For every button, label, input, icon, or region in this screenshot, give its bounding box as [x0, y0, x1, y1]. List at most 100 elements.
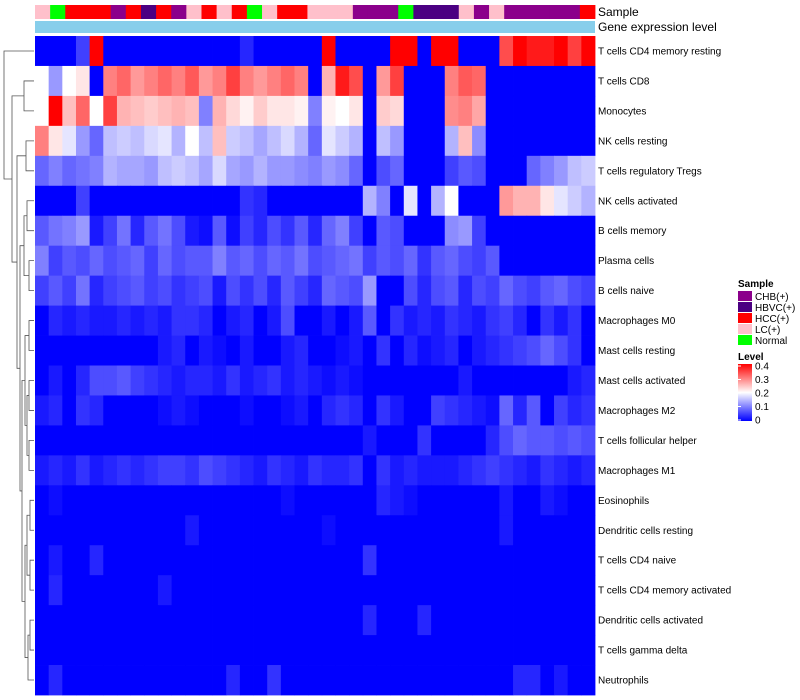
heatmap-cell [157, 635, 172, 666]
heatmap-cell [376, 545, 391, 576]
heatmap-cell [567, 275, 582, 306]
heatmap-cell [212, 545, 227, 576]
heatmap-cell [62, 36, 77, 67]
heatmap-cell [144, 65, 159, 97]
heatmap-cell [444, 395, 459, 426]
heatmap-cell [62, 425, 77, 456]
heatmap-cell [308, 545, 323, 576]
heatmap-cell [335, 245, 350, 277]
heatmap-cell [335, 305, 350, 336]
heatmap-cell [321, 155, 336, 187]
sample-annotation-cell [473, 5, 490, 19]
heatmap-cell [349, 575, 364, 606]
heatmap-cell [103, 575, 118, 606]
heatmap-cell [212, 485, 227, 516]
heatmap-cell [198, 185, 213, 217]
heatmap-cell [48, 155, 63, 187]
heatmap-cell [458, 155, 473, 187]
heatmap-cell [499, 305, 514, 336]
heatmap-cell [349, 605, 364, 636]
heatmap-cell [431, 455, 446, 486]
heatmap-cell [485, 215, 500, 247]
heatmap-cell [171, 305, 186, 336]
heatmap-cell [431, 395, 446, 426]
heatmap-cell [75, 365, 91, 396]
heatmap-cell [349, 665, 364, 696]
heatmap-cell [581, 335, 596, 366]
heatmap-cell [376, 215, 391, 247]
heatmap-cell [308, 95, 323, 127]
heatmap-cell [75, 215, 91, 247]
heatmap-cell [581, 605, 596, 636]
heatmap-cell [48, 335, 63, 366]
heatmap-cell [499, 485, 514, 516]
heatmap-cell [376, 395, 391, 426]
heatmap-cell [513, 155, 528, 187]
heatmap-cell [581, 305, 596, 336]
heatmap-cell [581, 425, 596, 456]
heatmap-cell [472, 635, 487, 666]
heatmap-cell [226, 455, 241, 486]
heatmap-cell [335, 65, 350, 97]
heatmap-cell [62, 515, 77, 546]
heatmap-cell [567, 65, 582, 97]
heatmap-cells [35, 36, 596, 696]
heatmap-cell [253, 515, 268, 546]
heatmap-cell [267, 425, 282, 456]
heatmap-cell [103, 665, 118, 696]
sample-legend-label: HBVC(+) [755, 303, 795, 314]
heatmap-cell [554, 215, 569, 247]
heatmap-cell [75, 665, 91, 696]
heatmap-cell [321, 455, 336, 486]
heatmap-cell [198, 485, 213, 516]
heatmap-cell [171, 635, 186, 666]
heatmap-cell [444, 575, 459, 606]
heatmap-cell [294, 455, 309, 486]
heatmap-cell [239, 155, 254, 187]
dendrogram-branch [29, 619, 34, 651]
heatmap-cell [431, 575, 446, 606]
heatmap-cell [62, 455, 77, 486]
heatmap-cell [567, 155, 582, 187]
heatmap-cell [226, 335, 241, 366]
heatmap-cell [540, 365, 555, 396]
heatmap-cell [554, 365, 569, 396]
dendrogram-branch [25, 140, 34, 172]
heatmap-cell [335, 515, 350, 546]
heatmap-cell [362, 36, 377, 67]
heatmap-cell [485, 335, 500, 366]
heatmap-cell [171, 605, 186, 636]
heatmap-cell [335, 335, 350, 366]
heatmap-cell [417, 485, 432, 516]
heatmap-cell [75, 425, 91, 456]
heatmap-cell [103, 185, 118, 217]
heatmap-cell [390, 515, 405, 546]
heatmap-cell [89, 395, 104, 426]
level-legend-title: Level [738, 352, 764, 363]
row-label: Monocytes [598, 106, 646, 117]
heatmap-cell [144, 335, 159, 366]
heatmap-cell [472, 515, 487, 546]
heatmap-cell [75, 305, 91, 336]
heatmap-cell [226, 155, 241, 187]
heatmap-cell [321, 665, 336, 696]
heatmap-cell [48, 515, 63, 546]
heatmap-cell [35, 305, 50, 336]
heatmap-cell [103, 425, 118, 456]
heatmap-cell [130, 155, 145, 187]
heatmap-cell [581, 215, 596, 247]
heatmap-cell [294, 245, 309, 277]
heatmap-cell [226, 605, 241, 636]
heatmap-cell [458, 365, 473, 396]
heatmap-cell [485, 425, 500, 456]
heatmap-cell [321, 575, 336, 606]
heatmap-cell [116, 545, 132, 576]
heatmap-cell [417, 425, 432, 456]
sample-legend-swatch [738, 324, 752, 334]
heatmap-cell [89, 36, 104, 67]
heatmap-cell [267, 155, 282, 187]
heatmap-cell [403, 245, 418, 277]
heatmap-cell [144, 215, 159, 247]
heatmap-cell [403, 395, 418, 426]
heatmap-cell [212, 425, 227, 456]
